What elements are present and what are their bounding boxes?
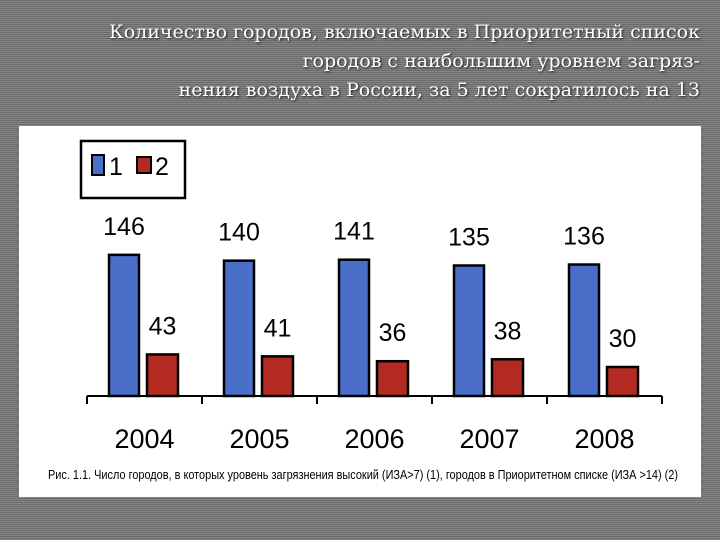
legend-label-series-2: 2 [155, 153, 169, 181]
data-label-2-2007: 38 [494, 317, 522, 345]
bar-chart: 1 2 146 43 140 41 141 36 135 38 136 30 2004 2005 20… [48, 139, 678, 482]
x-tick-label-2007: 2007 [459, 424, 519, 454]
bar-2-2005 [260, 355, 295, 398]
x-tick-label-2008: 2008 [574, 424, 634, 454]
legend: 1 2 [79, 139, 187, 200]
slide-title: Количество городов, включаемых в Приорит… [40, 18, 700, 105]
slide-title-line: городов с наибольшим уровнем загряз- [302, 50, 700, 72]
bar-2-2007 [490, 358, 525, 398]
data-label-1-2008: 136 [563, 223, 605, 251]
data-label-2-2006: 36 [379, 319, 407, 347]
data-label-1-2004: 146 [103, 213, 145, 241]
data-label-1-2006: 141 [333, 218, 375, 246]
legend-label-series-1: 1 [109, 153, 123, 181]
chart-caption: Рис. 1.1. Число городов, в которых урове… [48, 468, 678, 482]
bar-1-2008 [567, 263, 601, 398]
bar-1-2007 [452, 264, 486, 398]
x-tick-label-2006: 2006 [344, 424, 404, 454]
slide-title-line: нения воздуха в России, за 5 лет сократи… [178, 79, 700, 101]
legend-swatch-series-1 [91, 154, 105, 176]
chart-panel: 1 2 146 43 140 41 141 36 135 38 136 30 2004 2005 20… [19, 126, 701, 497]
legend-swatch-series-2 [136, 156, 152, 174]
bar-2-2004 [145, 353, 180, 398]
data-label-2-2004: 43 [149, 312, 177, 340]
slide-title-line: Количество городов, включаемых в Приорит… [109, 21, 700, 43]
data-label-1-2007: 135 [448, 224, 490, 252]
data-label-1-2005: 140 [218, 219, 260, 247]
bar-1-2004 [107, 253, 141, 398]
x-tick-label-2004: 2004 [114, 424, 174, 454]
bar-2-2008 [605, 365, 640, 398]
bar-1-2006 [337, 258, 371, 398]
bar-2-2006 [375, 359, 410, 398]
x-tick-label-2005: 2005 [229, 424, 289, 454]
data-label-2-2008: 30 [609, 325, 637, 353]
data-label-2-2005: 41 [264, 314, 292, 342]
bar-1-2005 [222, 259, 256, 398]
